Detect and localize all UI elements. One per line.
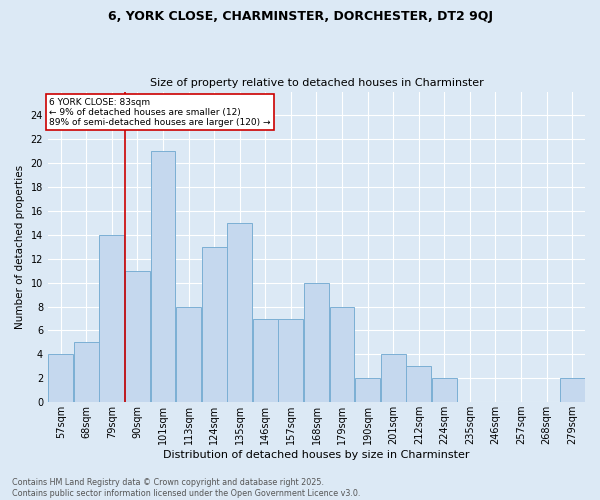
Bar (74, 342, 98, 402)
Bar (406, 366, 431, 402)
Text: 6 YORK CLOSE: 83sqm
← 9% of detached houses are smaller (12)
89% of semi-detache: 6 YORK CLOSE: 83sqm ← 9% of detached hou… (49, 98, 271, 128)
Bar (100, 235, 124, 402)
Bar (202, 247, 227, 402)
Bar (560, 378, 584, 402)
Bar (304, 282, 329, 402)
Bar (49, 354, 73, 402)
Bar (227, 223, 252, 402)
Bar (125, 271, 150, 402)
Bar (329, 306, 355, 402)
Title: Size of property relative to detached houses in Charminster: Size of property relative to detached ho… (149, 78, 484, 88)
Bar (355, 378, 380, 402)
Bar (432, 378, 457, 402)
Bar (253, 318, 278, 402)
Bar (278, 318, 303, 402)
X-axis label: Distribution of detached houses by size in Charminster: Distribution of detached houses by size … (163, 450, 470, 460)
Bar (151, 152, 175, 402)
Bar (381, 354, 406, 402)
Text: 6, YORK CLOSE, CHARMINSTER, DORCHESTER, DT2 9QJ: 6, YORK CLOSE, CHARMINSTER, DORCHESTER, … (107, 10, 493, 23)
Bar (176, 306, 201, 402)
Y-axis label: Number of detached properties: Number of detached properties (15, 165, 25, 329)
Text: Contains HM Land Registry data © Crown copyright and database right 2025.
Contai: Contains HM Land Registry data © Crown c… (12, 478, 361, 498)
